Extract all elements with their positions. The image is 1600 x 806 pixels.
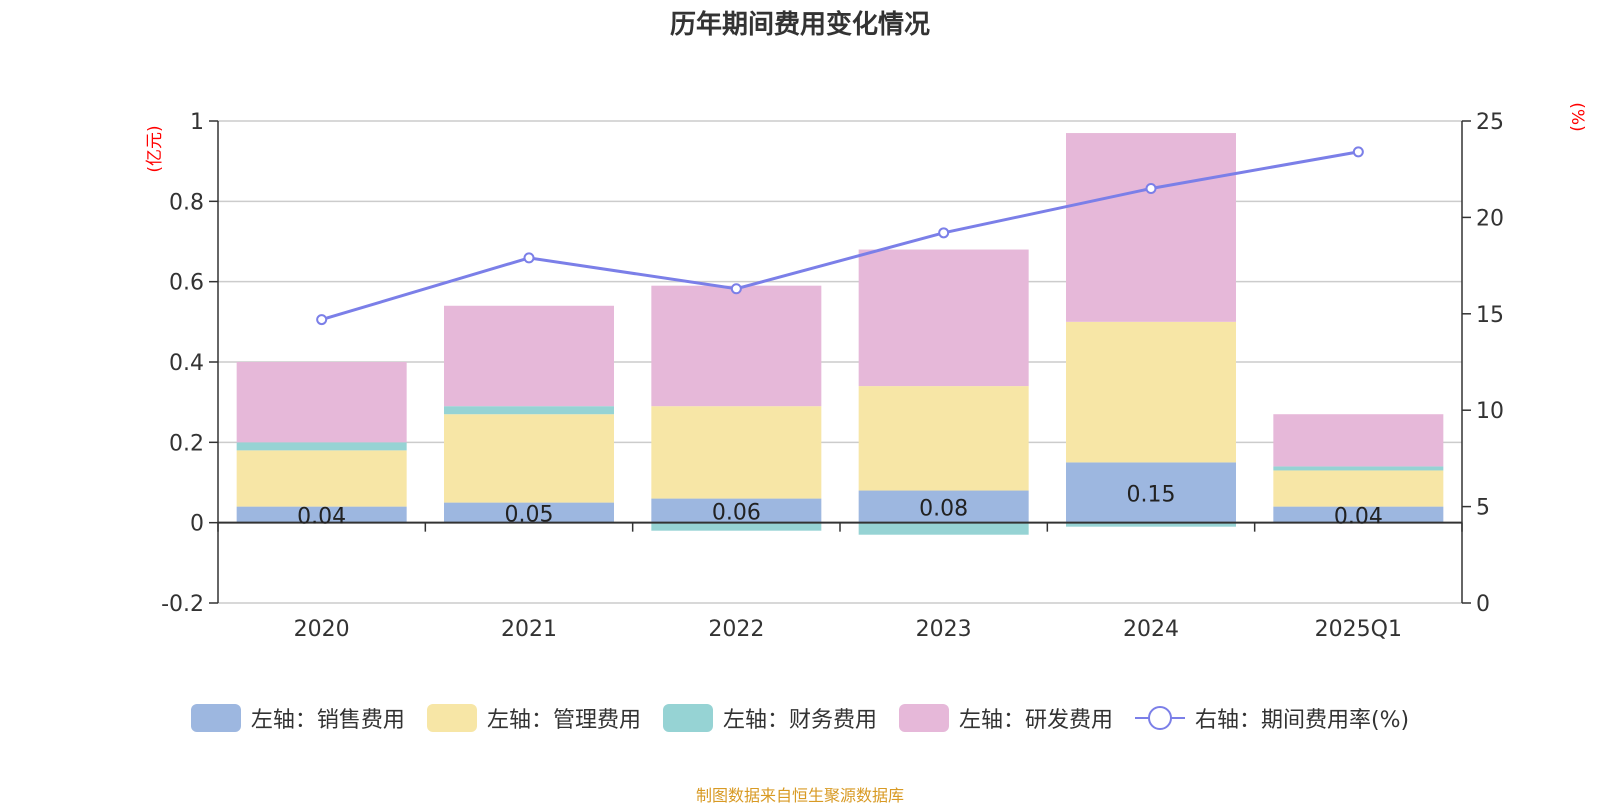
- data-label: 0.08: [919, 497, 968, 522]
- rate-point: [730, 283, 742, 295]
- legend-label-sales: 左轴：销售费用: [250, 708, 405, 733]
- rate-point: [1352, 146, 1364, 158]
- x-tick-label: 2025Q1: [1315, 617, 1402, 642]
- bar-finance: [1066, 522, 1236, 527]
- bar-rd: [1273, 414, 1444, 467]
- legend-swatch-admin: [426, 704, 477, 732]
- legend-label-admin: 左轴：管理费用: [486, 708, 641, 733]
- source-note: 制图数据来自恒生聚源数据库: [695, 786, 904, 805]
- bar-sales: [236, 506, 407, 523]
- legend-label-rate: 右轴：期间费用率(%): [1194, 708, 1410, 733]
- x-tick-label: 2022: [708, 617, 764, 642]
- bar-finance: [651, 522, 822, 531]
- bar-admin: [858, 386, 1029, 491]
- legend-label-finance: 左轴：财务费用: [722, 708, 877, 733]
- legend-item-rate[interactable]: 右轴：期间费用率(%): [1134, 702, 1410, 734]
- x-tick-label: 2024: [1123, 617, 1179, 642]
- legend-swatch-sales: [190, 704, 241, 732]
- x-tick-label: 2023: [916, 617, 972, 642]
- chart-plot: -0.2 0 0.2 0.4 0.6 0.8 1 (亿元) 0 5 10 15 20 25 (%) 2020 2…: [145, 102, 1587, 642]
- bar-admin: [236, 450, 407, 507]
- right-tick-label: 15: [1476, 303, 1504, 328]
- data-label: 0.15: [1127, 483, 1176, 508]
- bar-admin: [1273, 470, 1444, 507]
- bar-rd: [1066, 133, 1236, 322]
- bar-admin: [1066, 321, 1236, 463]
- legend-item-finance[interactable]: 左轴：财务费用: [662, 702, 877, 734]
- bar-sales: [1066, 462, 1236, 523]
- right-tick-label: 0: [1476, 592, 1490, 617]
- data-label: 0.04: [1334, 505, 1383, 530]
- bar-sales: [1273, 506, 1444, 523]
- bar-rd: [858, 249, 1029, 387]
- legend-swatch-rate: [1134, 704, 1185, 732]
- left-tick-label: 1: [190, 110, 204, 135]
- bar-sales: [444, 502, 614, 523]
- left-tick-label: 0.8: [169, 190, 204, 215]
- rate-point: [316, 314, 328, 326]
- bar-finance: [1273, 466, 1444, 471]
- bar-admin: [444, 414, 614, 503]
- right-axis-unit: (%): [1567, 102, 1587, 131]
- right-tick-label: 10: [1476, 399, 1504, 424]
- rate-point: [938, 227, 950, 239]
- data-label: 0.05: [505, 503, 554, 528]
- left-tick-label: 0.6: [169, 271, 204, 296]
- right-tick-label: 5: [1476, 496, 1490, 521]
- x-tick-label: 2020: [294, 617, 350, 642]
- right-tick-label: 25: [1476, 110, 1504, 135]
- x-tick-label: 2021: [501, 617, 557, 642]
- bar-rd: [651, 285, 822, 407]
- legend-item-admin[interactable]: 左轴：管理费用: [426, 702, 641, 734]
- left-tick-label: -0.2: [161, 592, 204, 617]
- left-tick-label: 0.4: [169, 351, 204, 376]
- bar-rd: [236, 362, 407, 443]
- bar-admin: [651, 406, 822, 499]
- data-label: 0.04: [297, 505, 346, 530]
- right-tick-label: 20: [1476, 206, 1504, 231]
- bar-finance: [858, 522, 1029, 535]
- rate-point: [523, 252, 535, 264]
- legend-swatch-finance: [662, 704, 713, 732]
- legend: 左轴：销售费用 左轴：管理费用 左轴：财务费用 左轴：研发费用 右轴：期间费用率…: [0, 702, 1600, 734]
- left-tick-label: 0.2: [169, 431, 204, 456]
- legend-item-rd[interactable]: 左轴：研发费用: [898, 702, 1113, 734]
- legend-label-rd: 左轴：研发费用: [958, 708, 1113, 733]
- bar-finance: [236, 442, 407, 451]
- bar-finance: [444, 406, 614, 415]
- bar-rd: [444, 305, 614, 407]
- rate-point: [1145, 182, 1157, 194]
- data-label: 0.06: [712, 501, 761, 526]
- left-axis-unit: (亿元): [145, 125, 165, 172]
- legend-swatch-rd: [898, 704, 949, 732]
- left-tick-label: 0: [190, 512, 204, 537]
- legend-item-sales[interactable]: 左轴：销售费用: [190, 702, 405, 734]
- chart-title: 历年期间费用变化情况: [669, 10, 930, 40]
- rate-line: [321, 150, 1359, 322]
- bar-sales: [651, 498, 822, 523]
- bar-sales: [858, 490, 1029, 523]
